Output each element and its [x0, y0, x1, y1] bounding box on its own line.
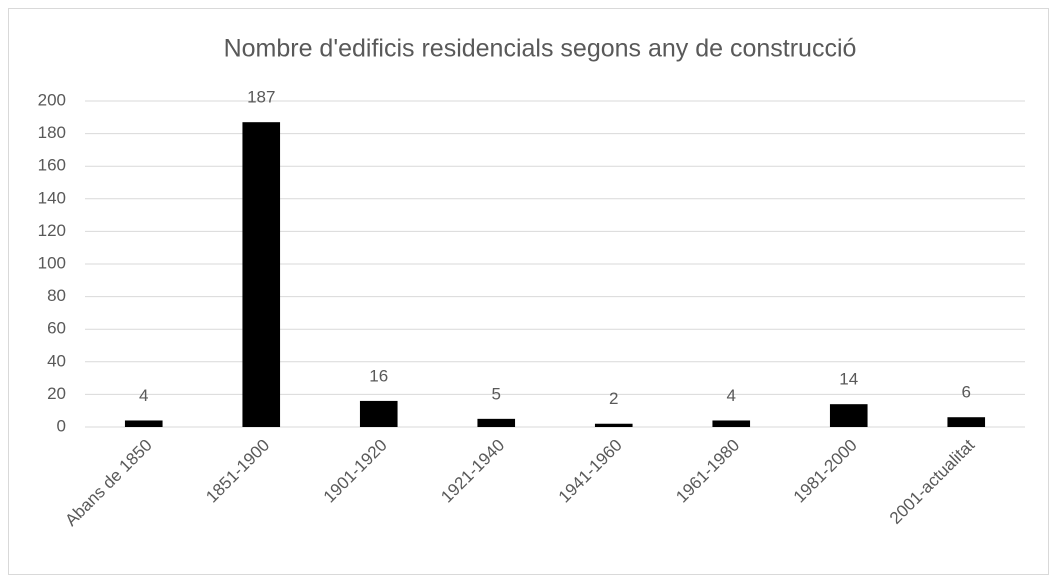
- data-label: 187: [247, 88, 275, 107]
- bar: [712, 420, 751, 427]
- y-tick-label: 20: [47, 384, 66, 403]
- y-tick-label: 100: [38, 253, 66, 272]
- data-label: 6: [962, 383, 971, 402]
- y-tick-label: 40: [47, 351, 66, 370]
- data-label: 16: [369, 366, 388, 385]
- data-label: 2: [609, 389, 618, 408]
- bar: [242, 122, 281, 427]
- y-tick-label: 60: [47, 319, 66, 338]
- chart-border: [8, 8, 1049, 575]
- chart-title: Nombre d'edificis residencials segons an…: [224, 35, 857, 63]
- bar: [829, 404, 868, 427]
- bar: [947, 417, 986, 427]
- y-tick-label: 120: [38, 221, 66, 240]
- data-label: 4: [139, 386, 148, 405]
- bar: [359, 400, 398, 427]
- data-label: 14: [839, 370, 858, 389]
- data-label: 5: [492, 384, 501, 403]
- y-tick-label: 160: [38, 156, 66, 175]
- bar: [124, 420, 163, 427]
- y-tick-label: 140: [38, 188, 66, 207]
- data-label: 4: [727, 386, 736, 405]
- y-tick-label: 200: [38, 90, 66, 109]
- bar: [594, 423, 633, 427]
- y-tick-label: 80: [47, 286, 66, 305]
- y-tick-label: 180: [38, 123, 66, 142]
- bar: [477, 418, 516, 427]
- y-tick-label: 0: [57, 416, 66, 435]
